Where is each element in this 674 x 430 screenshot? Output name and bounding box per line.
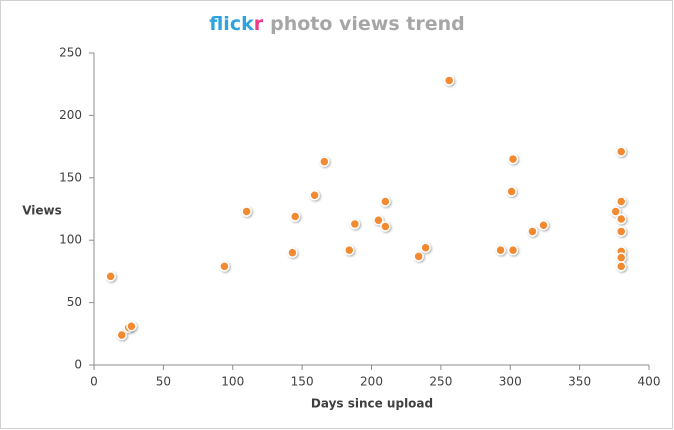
- x-tick-label: 0: [90, 375, 98, 389]
- point: [319, 156, 330, 167]
- point: [538, 219, 549, 231]
- x-tick-label: 400: [638, 375, 661, 389]
- y-tick-label: 150: [59, 170, 82, 184]
- x-tick-label: 100: [221, 375, 244, 389]
- point: [616, 226, 627, 237]
- point: [413, 251, 424, 262]
- y-tick-label: 100: [59, 233, 82, 247]
- point: [616, 252, 627, 263]
- x-axis-label: Days since upload: [311, 397, 433, 411]
- point: [507, 153, 519, 165]
- title-part: r: [254, 13, 264, 35]
- point: [380, 221, 391, 232]
- point: [105, 271, 116, 282]
- y-tick-label: 0: [74, 358, 82, 372]
- point: [126, 321, 137, 332]
- point: [616, 261, 627, 272]
- title-part: flick: [209, 13, 254, 35]
- point: [380, 196, 391, 207]
- x-tick-label: 200: [360, 375, 383, 389]
- x-tick-label: 350: [568, 375, 591, 389]
- point: [506, 186, 517, 197]
- point: [116, 329, 127, 341]
- y-tick-label: 200: [59, 108, 82, 122]
- point: [507, 244, 519, 256]
- y-axis-label: Views: [22, 204, 62, 218]
- point: [616, 196, 627, 207]
- point: [527, 226, 538, 237]
- point: [349, 218, 361, 230]
- title-part: photo views trend: [270, 13, 465, 35]
- x-tick-label: 150: [291, 375, 314, 389]
- y-tick-label: 50: [67, 295, 82, 309]
- point: [616, 146, 627, 157]
- point: [420, 242, 431, 253]
- x-tick-label: 50: [156, 375, 171, 389]
- y-tick-label: 250: [59, 46, 82, 60]
- point: [309, 190, 320, 201]
- x-tick-label: 300: [499, 375, 522, 389]
- point: [373, 214, 384, 226]
- point: [443, 75, 455, 86]
- x-tick-label: 250: [429, 375, 452, 389]
- point: [289, 211, 301, 222]
- point: [610, 206, 621, 217]
- point: [219, 261, 230, 272]
- point: [344, 244, 355, 256]
- point: [616, 213, 627, 225]
- chart-title: flickr photo views trend: [209, 13, 465, 35]
- point: [495, 244, 506, 256]
- point: [287, 247, 298, 258]
- point: [241, 206, 252, 217]
